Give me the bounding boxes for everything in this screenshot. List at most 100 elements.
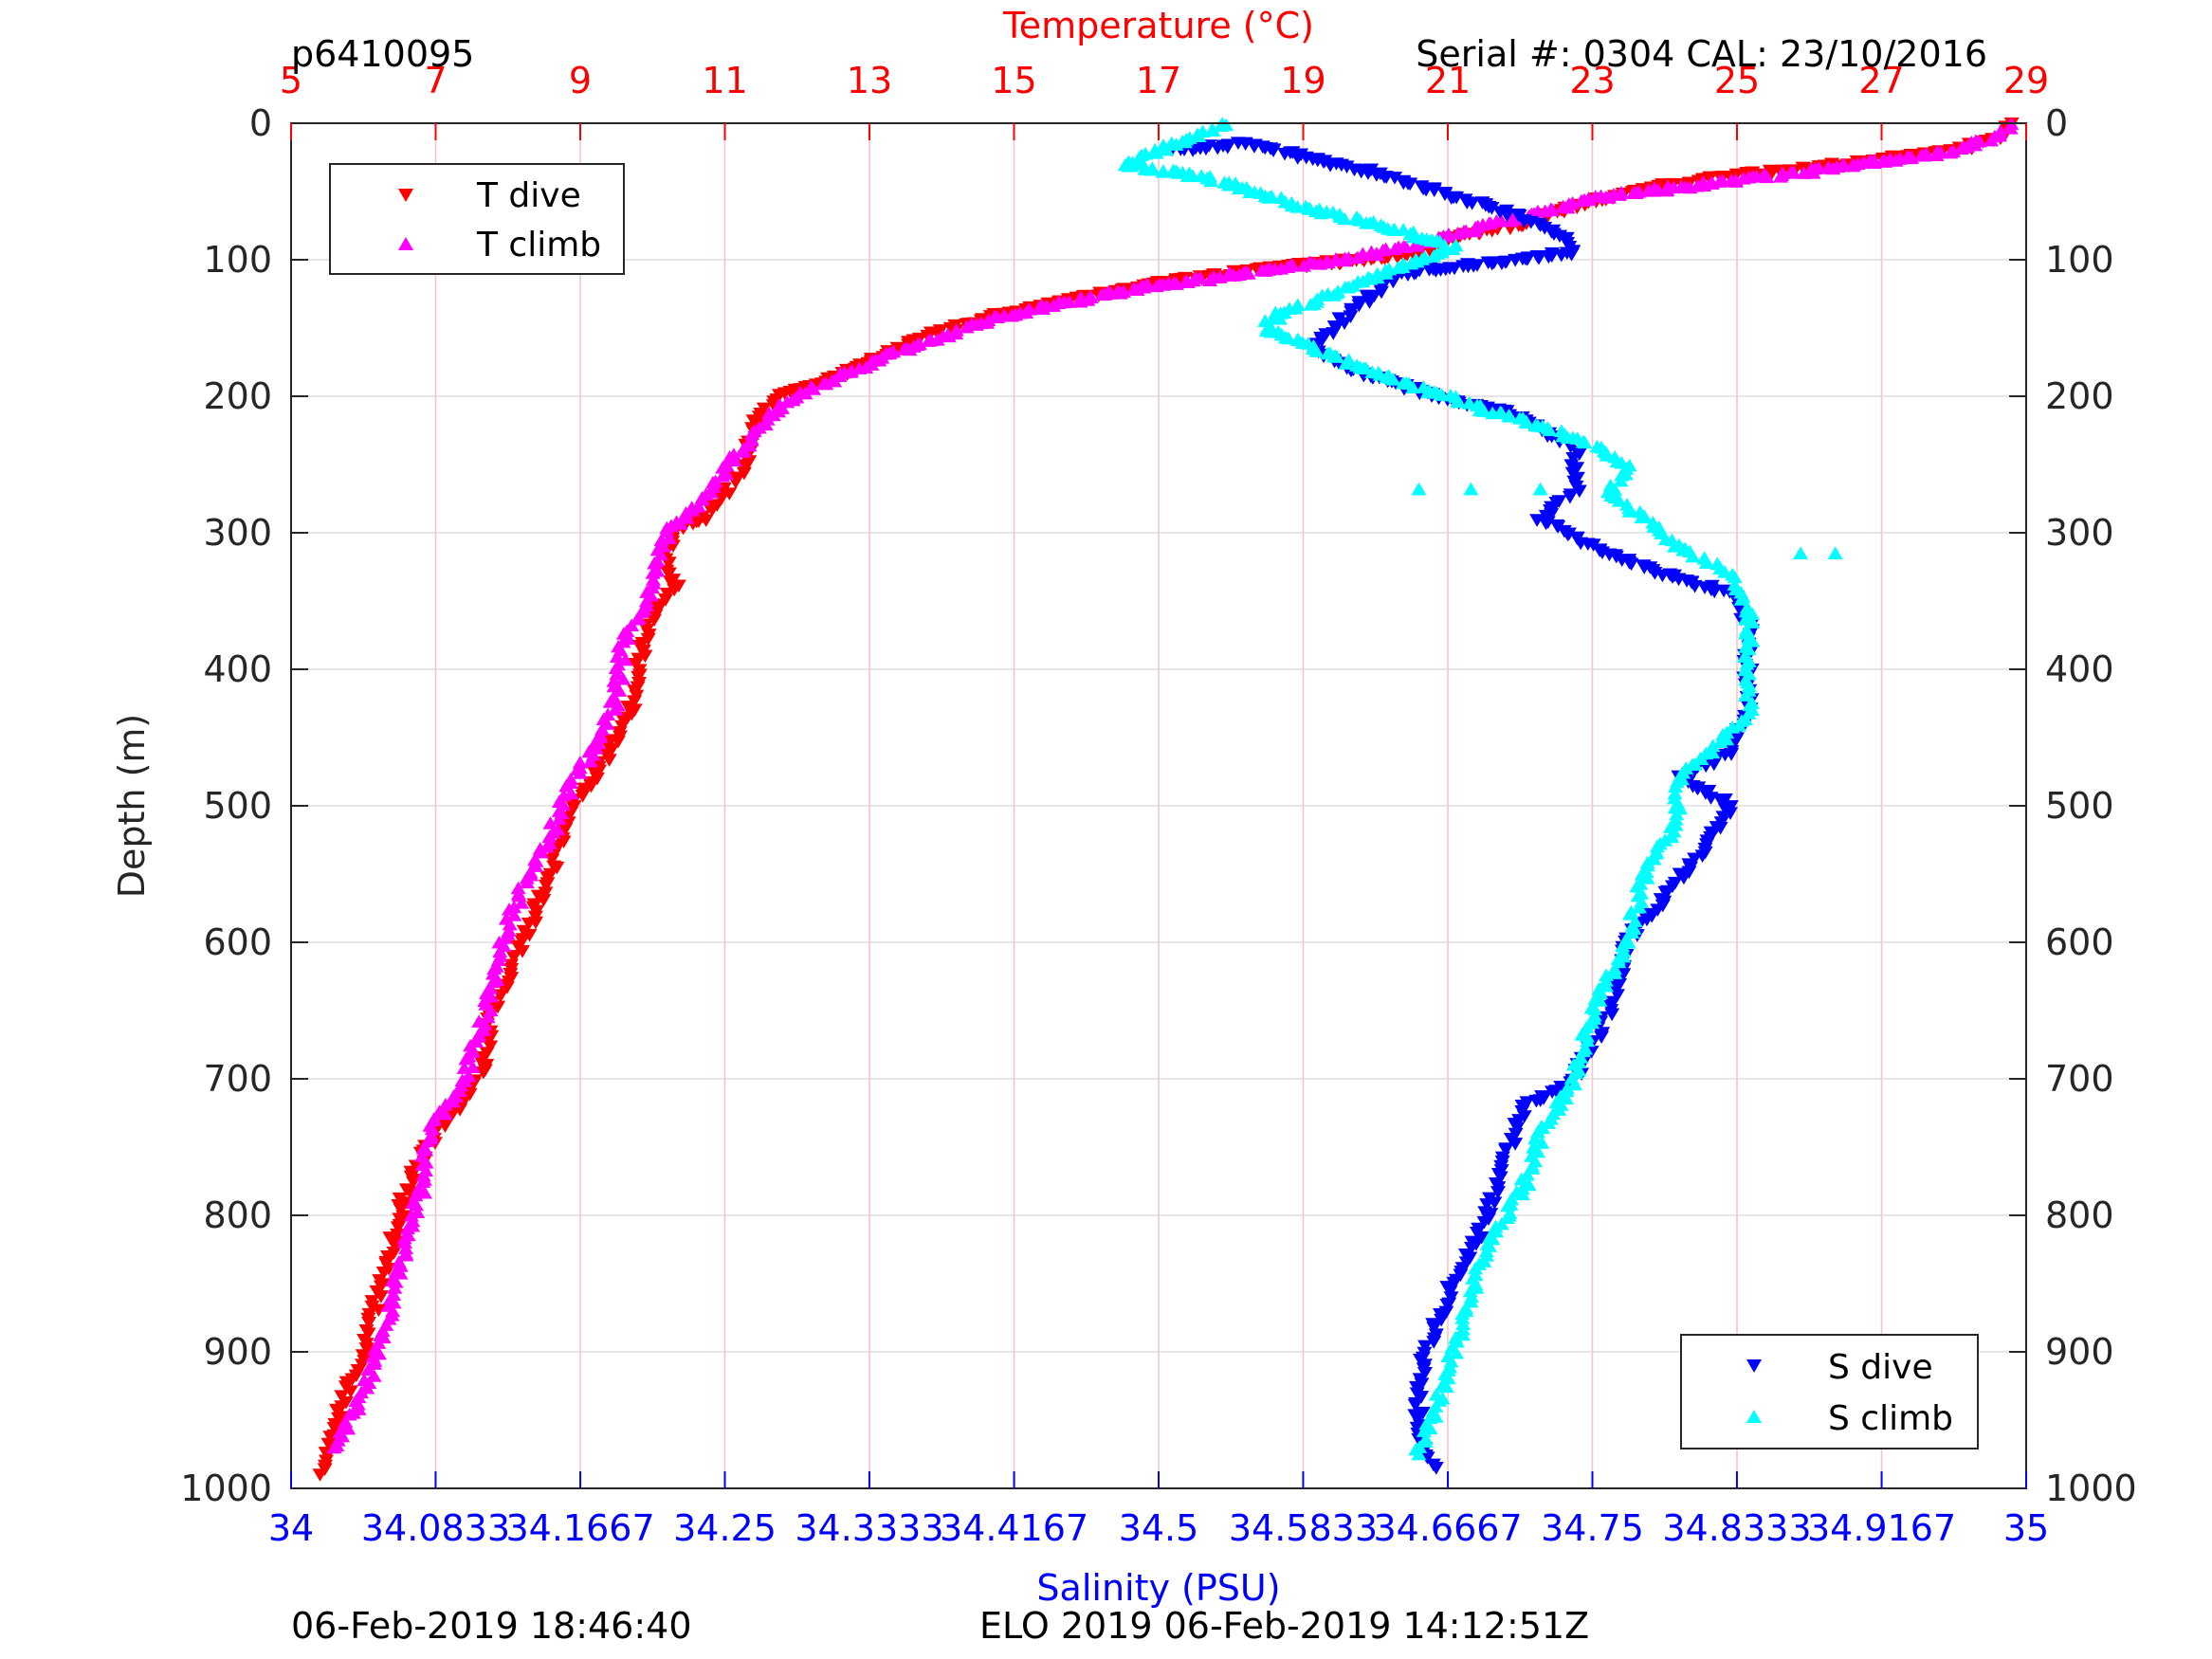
t-climb-point — [679, 510, 695, 524]
s-dive-point — [1545, 1085, 1561, 1099]
s-dive-point — [1712, 821, 1728, 835]
s-dive-point — [1490, 1186, 1506, 1199]
t-climb-point — [1796, 166, 1812, 179]
salinity-tick-label: 34.5833 — [1229, 1507, 1378, 1549]
salinity-tick-label: 34.6667 — [1373, 1507, 1522, 1549]
t-climb-point — [1253, 263, 1270, 277]
s-climb-point — [1386, 223, 1402, 236]
profile-id: p6410095 — [291, 33, 474, 75]
s-dive-point — [1407, 1398, 1423, 1413]
s-climb-point — [1454, 1311, 1471, 1324]
s-climb-point — [1462, 1284, 1478, 1298]
legend-temperature-box — [329, 163, 625, 275]
t-climb-point — [1916, 148, 1932, 162]
t-dive-point — [521, 928, 538, 942]
t-climb-point — [1363, 245, 1380, 259]
depth-tick-label-right: 500 — [2045, 785, 2114, 827]
temperature-tick-label: 25 — [1714, 60, 1760, 101]
footer-timestamp: 06-Feb-2019 18:46:40 — [291, 1605, 692, 1647]
s-climb-point — [1264, 189, 1280, 203]
s-dive-point — [1419, 1451, 1435, 1465]
depth-tick-label-left: 300 — [203, 512, 272, 554]
s-climb-point — [1461, 395, 1477, 410]
temperature-tick-label: 13 — [847, 60, 892, 101]
s-climb-point — [1411, 1447, 1427, 1461]
s-climb-point — [1542, 423, 1558, 436]
s-climb-point — [1329, 350, 1345, 363]
t-climb-point — [969, 318, 985, 331]
t-dive-point — [610, 736, 626, 749]
s-climb-point — [1213, 118, 1229, 132]
s-climb-point — [1667, 539, 1683, 553]
temperature-tick-label: 15 — [991, 60, 1036, 101]
t-climb-point — [458, 1051, 474, 1066]
depth-tick-label-right: 100 — [2045, 239, 2114, 281]
footer-mission: ELO 2019 06-Feb-2019 14:12:51Z — [979, 1605, 1589, 1647]
s-climb-point — [1611, 494, 1627, 507]
t-climb-point — [617, 652, 633, 666]
s-climb-point — [1337, 211, 1353, 226]
s-climb-point — [1607, 966, 1623, 979]
t-climb-point — [326, 1440, 342, 1454]
s-climb-point — [1514, 1187, 1530, 1201]
s-dive-point — [1476, 1215, 1492, 1230]
depth-tick-label-left: 600 — [203, 921, 272, 963]
s-climb-point — [1668, 779, 1684, 793]
t-dive-point — [392, 1192, 408, 1206]
t-climb-point — [514, 896, 530, 909]
t-dive-point — [364, 1300, 380, 1314]
t-dive-point — [402, 1186, 418, 1200]
t-climb-point — [990, 310, 1006, 324]
depth-tick-label-left: 1000 — [180, 1468, 272, 1509]
s-climb-point — [1438, 1379, 1454, 1394]
temperature-tick-label: 23 — [1569, 60, 1615, 101]
ticks: 0 0 100 100 200 200 300 300 400 400 500 500 600 600 70… — [180, 60, 2136, 1549]
depth-tick-label-left: 700 — [203, 1058, 272, 1100]
t-dive-point — [405, 1176, 421, 1190]
salinity-tick-label: 34.9167 — [1807, 1507, 1956, 1549]
t-climb-point — [1178, 274, 1194, 287]
s-climb-point — [1685, 549, 1701, 563]
t-climb-point — [1094, 287, 1110, 301]
s-climb-point — [1649, 839, 1665, 853]
t-climb-point — [533, 845, 549, 859]
s-climb-point — [1159, 142, 1175, 156]
s-dive-point — [1609, 989, 1625, 1002]
legend-salinity: S dive S climb — [1680, 1334, 1979, 1449]
s-climb-point — [1168, 137, 1184, 151]
s-dive-point — [1473, 1231, 1490, 1245]
s-dive-point — [1562, 490, 1578, 504]
t-climb-point — [726, 453, 742, 466]
t-dive-point — [544, 853, 560, 867]
t-climb-point — [437, 1098, 453, 1111]
legend-t-dive-label: T dive — [476, 176, 581, 215]
s-dive-point — [1434, 1313, 1450, 1327]
temperature-tick-label: 11 — [702, 60, 747, 101]
s-dive-point — [1594, 1030, 1610, 1045]
t-dive-point — [505, 951, 521, 965]
s-dive-point — [1417, 1340, 1434, 1354]
t-climb-point — [388, 1275, 404, 1288]
s-climb-point — [1614, 467, 1630, 482]
t-climb-point — [923, 333, 939, 347]
t-climb-point — [396, 1235, 412, 1249]
s-dive-point — [1387, 172, 1403, 185]
salinity-tick-label: 35 — [2003, 1507, 2049, 1549]
temperature-tick-label: 19 — [1280, 60, 1325, 101]
s-climb-point — [1468, 1261, 1484, 1275]
t-climb-point — [1296, 259, 1312, 272]
t-climb-point — [445, 1094, 461, 1108]
s-climb-point — [1349, 211, 1365, 226]
s-climb-outliers-point — [1827, 546, 1843, 559]
t-climb-point — [542, 816, 558, 830]
s-climb-point — [1712, 735, 1728, 749]
t-dive-point — [371, 1304, 387, 1318]
t-dive-point — [490, 1000, 506, 1014]
t-climb-point — [1640, 183, 1656, 196]
s-climb-point — [1738, 688, 1754, 702]
s-climb-point — [1148, 146, 1164, 159]
t-dive-point — [373, 1290, 389, 1304]
s-climb-point — [1580, 1033, 1596, 1048]
depth-tick-label-right: 300 — [2045, 512, 2114, 554]
